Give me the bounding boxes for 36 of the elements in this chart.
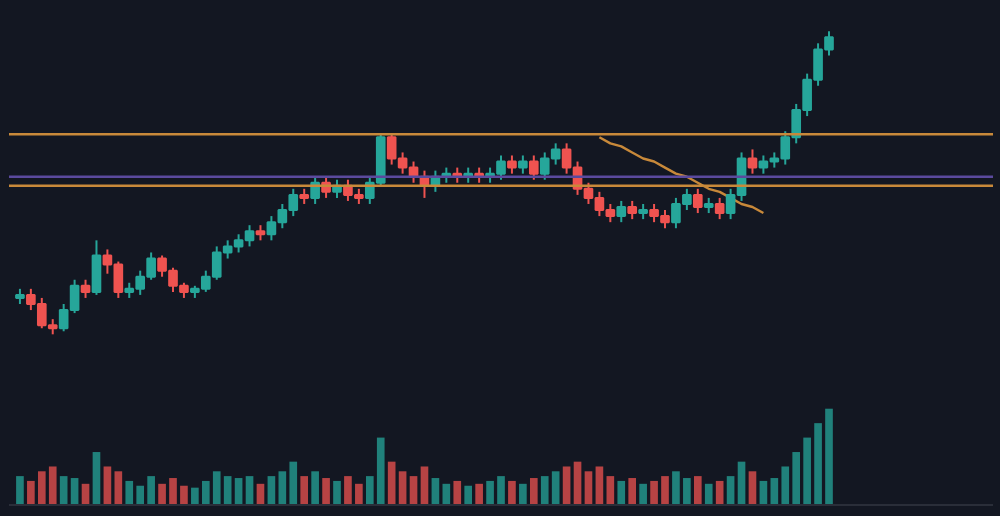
bar (704, 483, 713, 505)
bar (92, 452, 101, 505)
bar (639, 483, 647, 505)
candlestick (692, 187, 703, 215)
bar (617, 480, 626, 505)
bar (628, 478, 637, 505)
bar (464, 485, 473, 505)
bar (519, 483, 527, 505)
candlestick (627, 199, 638, 221)
bar (311, 471, 319, 505)
candlestick (518, 154, 528, 175)
bar (114, 471, 123, 505)
candlestick (507, 154, 517, 175)
bar (333, 480, 341, 505)
bar (16, 476, 24, 505)
bar (584, 471, 593, 505)
bar (562, 466, 571, 505)
bar (595, 466, 604, 505)
bar (322, 478, 330, 505)
bar (300, 476, 309, 505)
bar (420, 466, 429, 505)
candlestick (80, 278, 91, 299)
candlestick (91, 239, 102, 296)
bar (748, 471, 757, 505)
candlestick (616, 199, 627, 224)
candlestick (310, 175, 320, 205)
candlestick (528, 154, 539, 181)
bar (529, 478, 538, 505)
bar (508, 480, 516, 505)
bar (475, 483, 483, 505)
candlestick (747, 148, 758, 175)
bar (103, 466, 112, 505)
candlestick (714, 196, 725, 221)
bar (453, 480, 462, 505)
bar (398, 471, 407, 505)
bar (693, 476, 702, 505)
